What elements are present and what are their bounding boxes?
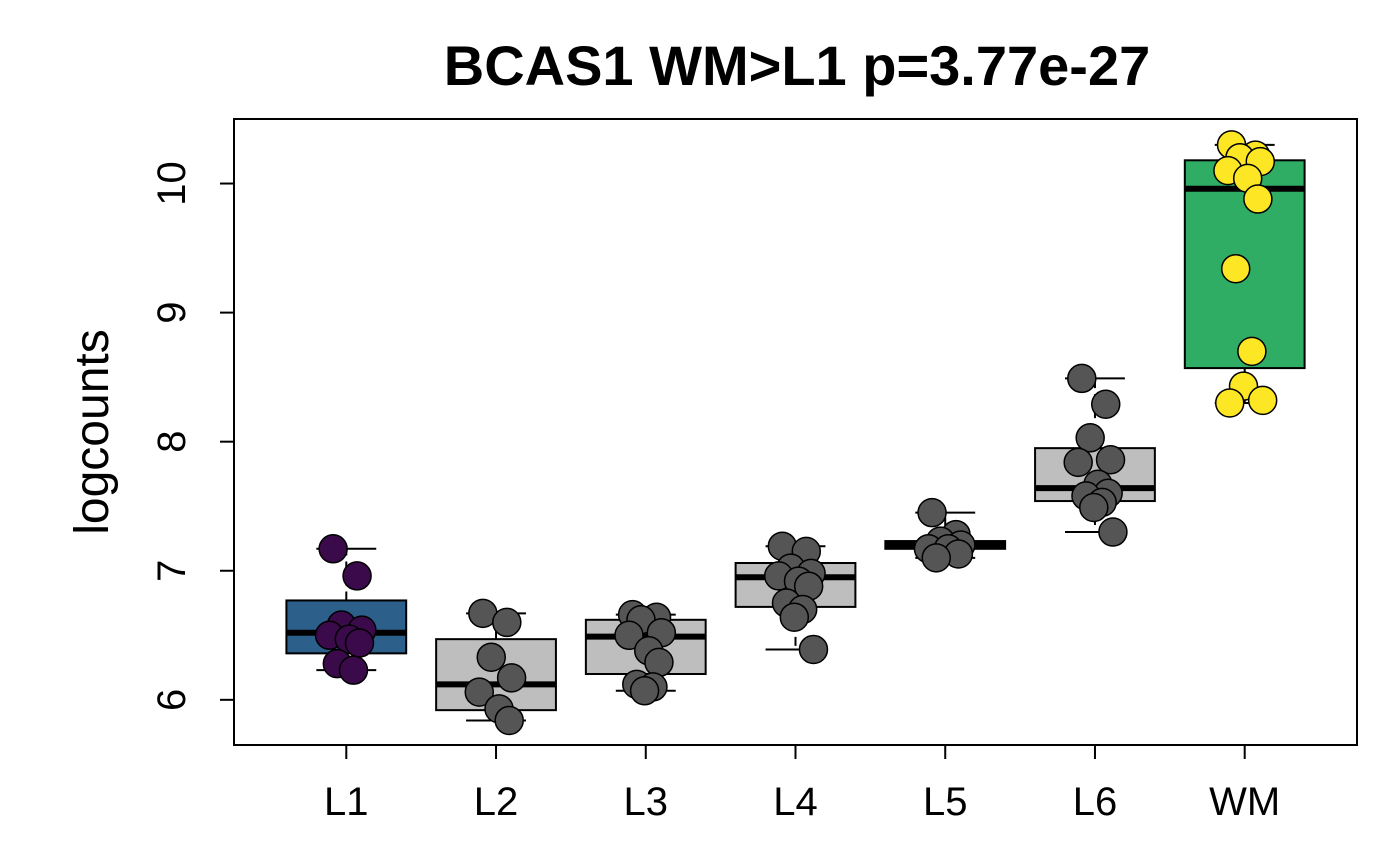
boxes-layer [285, 143, 1306, 722]
point-l2 [492, 607, 522, 638]
x-tick-label: L2 [474, 780, 519, 824]
point-wm [1243, 184, 1273, 214]
y-tick-label: 9 [150, 301, 194, 323]
point-l2 [464, 677, 495, 707]
point-l2 [494, 705, 524, 736]
point-l1 [344, 628, 375, 658]
point-l2 [496, 663, 527, 693]
point-l2 [476, 642, 506, 672]
y-tick-label: 10 [150, 161, 194, 206]
points-layer [314, 130, 1278, 736]
x-tick-label: L4 [773, 780, 818, 824]
point-wm [1247, 385, 1278, 416]
x-tick-label: L3 [624, 780, 669, 824]
y-tick-label: 7 [150, 560, 194, 582]
point-wm [1214, 388, 1245, 418]
point-l4 [779, 602, 810, 632]
point-l5 [921, 543, 951, 573]
point-l6 [1067, 363, 1097, 394]
point-l5 [917, 497, 947, 528]
point-l3 [629, 676, 660, 706]
y-axis-label: logcounts [66, 329, 119, 534]
point-l3 [644, 647, 674, 678]
point-l4 [798, 634, 829, 665]
point-l3 [614, 620, 644, 651]
x-tick-label: WM [1209, 780, 1280, 824]
point-l1 [338, 655, 369, 685]
y-tick-label: 6 [150, 689, 194, 711]
chart-title: BCAS1 WM>L1 p=3.77e-27 [444, 34, 1150, 97]
x-tick-label: L1 [324, 780, 369, 824]
point-l6 [1079, 492, 1109, 523]
x-tick-label: L6 [1073, 780, 1118, 824]
x-tick-label: L5 [923, 780, 968, 824]
y-axis: 6 7 8 9 10 [150, 161, 234, 711]
point-l6 [1063, 447, 1093, 478]
point-l1 [318, 534, 348, 564]
point-wm [1220, 253, 1251, 284]
point-l6 [1098, 517, 1128, 547]
point-l6 [1075, 423, 1105, 453]
point-l6 [1095, 445, 1126, 475]
point-l1 [342, 561, 372, 591]
point-wm [1237, 336, 1267, 367]
x-axis: L1 L2 L3 L4 L5 L6 WM [324, 745, 1280, 824]
y-tick-label: 8 [150, 431, 194, 453]
point-l6 [1090, 389, 1121, 419]
